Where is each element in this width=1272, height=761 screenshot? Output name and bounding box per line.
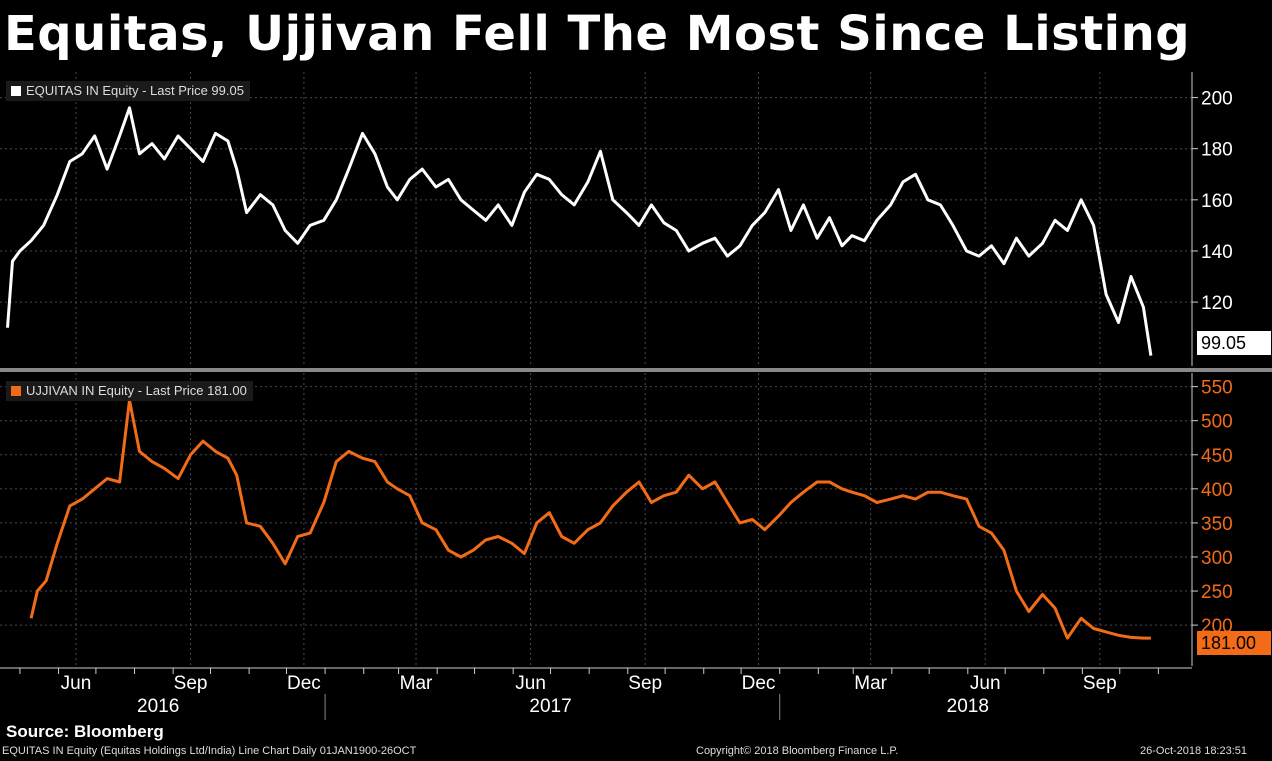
footer-copyright: Copyright© 2018 Bloomberg Finance L.P. [696, 745, 899, 757]
ujjivan-ytick-label: 500 [1201, 412, 1233, 433]
equitas-ytick-label: 140 [1201, 242, 1233, 263]
x-month-label: Sep [628, 673, 662, 694]
x-month-label: Mar [854, 673, 887, 694]
equitas-ytick-label: 160 [1201, 191, 1233, 212]
ujjivan-ytick-label: 300 [1201, 548, 1233, 569]
equitas-legend-swatch [11, 86, 21, 96]
chart-title: Equitas, Ujjivan Fell The Most Since Lis… [4, 6, 1191, 62]
source-label: Source: Bloomberg [6, 722, 164, 741]
equitas-legend-label: EQUITAS IN Equity - Last Price 99.05 [26, 83, 244, 98]
x-month-label: Dec [287, 673, 321, 694]
x-month-label: Sep [174, 673, 208, 694]
equitas-ytick-label: 180 [1201, 140, 1233, 161]
x-month-label: Jun [970, 673, 1001, 694]
ujjivan-ytick-label: 250 [1201, 582, 1233, 603]
x-month-label: Mar [400, 673, 433, 694]
equitas-legend: EQUITAS IN Equity - Last Price 99.05 [6, 81, 250, 101]
ujjivan-series-line [29, 398, 1151, 640]
ujjivan-legend-label: UJJIVAN IN Equity - Last Price 181.00 [26, 383, 247, 398]
panel-divider [0, 368, 1272, 372]
x-month-label: Jun [515, 673, 546, 694]
x-year-label: 2016 [137, 696, 179, 717]
equitas-series-line [6, 106, 1153, 356]
footer-description: EQUITAS IN Equity (Equitas Holdings Ltd/… [2, 745, 417, 757]
ujjivan-ytick-label: 450 [1201, 446, 1233, 467]
ujjivan-ytick-label: 350 [1201, 514, 1233, 535]
x-month-label: Dec [742, 673, 776, 694]
chart-area: 120140160180200200250300350400450500550J… [0, 72, 1272, 720]
x-month-label: Sep [1083, 673, 1117, 694]
x-month-label: Jun [61, 673, 92, 694]
x-year-label: 2017 [529, 696, 571, 717]
ujjivan-legend: UJJIVAN IN Equity - Last Price 181.00 [6, 381, 253, 401]
ujjivan-legend-swatch [11, 386, 21, 396]
ujjivan-ytick-label: 550 [1201, 378, 1233, 399]
ujjivan-ytick-label: 400 [1201, 480, 1233, 501]
x-year-label: 2018 [947, 696, 989, 717]
footer-timestamp: 26-Oct-2018 18:23:51 [1140, 745, 1248, 757]
equitas-last-price-tag: 99.05 [1197, 331, 1271, 355]
ujjivan-last-price-tag: 181.00 [1197, 631, 1271, 655]
equitas-ytick-label: 120 [1201, 293, 1233, 314]
equitas-ytick-label: 200 [1201, 89, 1233, 110]
